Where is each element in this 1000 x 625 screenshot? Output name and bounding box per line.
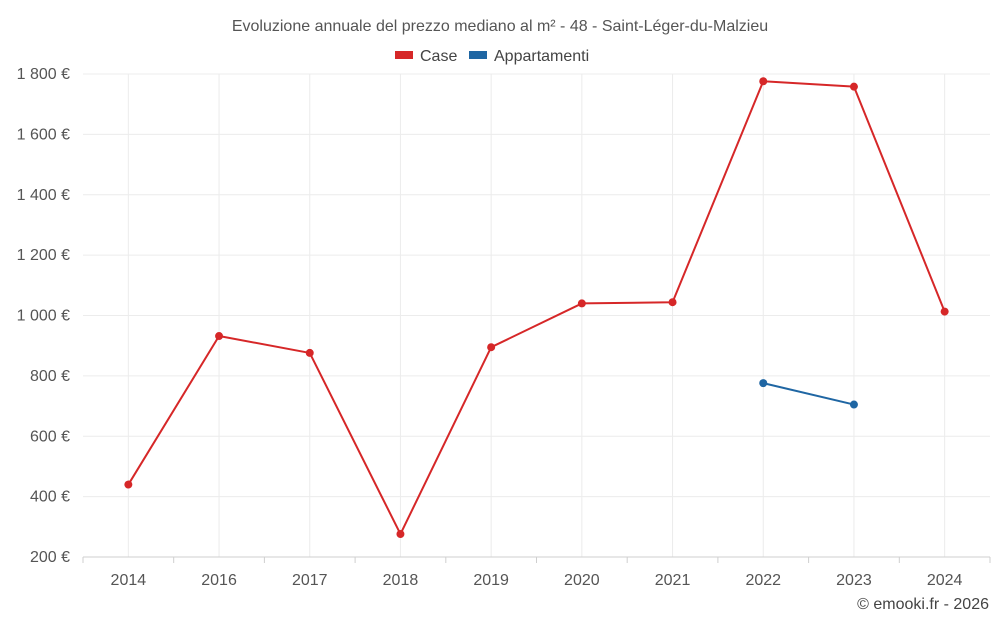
series-line-appartamenti <box>763 382 855 406</box>
legend-swatch-case <box>395 51 413 59</box>
x-tick-label: 2016 <box>201 572 237 589</box>
x-tick-label: 2022 <box>745 572 781 589</box>
y-tick-label: 1 200 € <box>17 247 70 264</box>
series-layer <box>124 77 949 539</box>
x-tick-label: 2020 <box>564 572 600 589</box>
x-tick-label: 2014 <box>111 572 147 589</box>
data-point-case[interactable] <box>759 77 768 86</box>
series-appartamenti <box>759 379 858 409</box>
series-line-case <box>127 80 946 536</box>
data-point-case[interactable] <box>487 343 496 352</box>
data-point-case[interactable] <box>215 332 224 341</box>
x-tick-label: 2017 <box>292 572 328 589</box>
y-tick-label: 600 € <box>30 428 70 445</box>
y-tick-label: 200 € <box>30 549 70 566</box>
legend-label-appartamenti[interactable]: Appartamenti <box>494 48 589 65</box>
chart-title: Evoluzione annuale del prezzo mediano al… <box>232 18 768 35</box>
x-tick-label: 2021 <box>655 572 691 589</box>
data-point-case[interactable] <box>940 307 949 316</box>
x-tick-label: 2024 <box>927 572 963 589</box>
y-tick-label: 1 800 € <box>17 66 70 83</box>
data-point-case[interactable] <box>668 298 677 307</box>
y-tick-label: 1 600 € <box>17 126 70 143</box>
x-tick-label: 2023 <box>836 572 872 589</box>
y-tick-label: 1 400 € <box>17 187 70 204</box>
legend-label-case[interactable]: Case <box>420 48 457 65</box>
legend-swatch-appartamenti <box>469 51 487 59</box>
data-point-case[interactable] <box>577 299 586 308</box>
data-point-case[interactable] <box>305 348 314 357</box>
data-point-case[interactable] <box>849 82 858 91</box>
y-tick-label: 400 € <box>30 489 70 506</box>
data-point-appartamenti[interactable] <box>759 379 768 388</box>
data-point-case[interactable] <box>396 530 405 539</box>
grid <box>83 73 990 557</box>
x-tick-label: 2019 <box>473 572 509 589</box>
series-case <box>124 77 949 539</box>
legend: Case Appartamenti <box>395 48 589 65</box>
axes: 200 € 400 € 600 € 800 € 1 000 € 1 200 € 1 400 … <box>17 66 991 589</box>
y-tick-label: 1 000 € <box>17 308 70 325</box>
credit-text: © emooki.fr - 2026 <box>857 596 989 613</box>
y-tick-label: 800 € <box>30 368 70 385</box>
x-tick-label: 2018 <box>383 572 419 589</box>
data-point-case[interactable] <box>124 480 133 489</box>
data-point-appartamenti[interactable] <box>849 400 858 409</box>
